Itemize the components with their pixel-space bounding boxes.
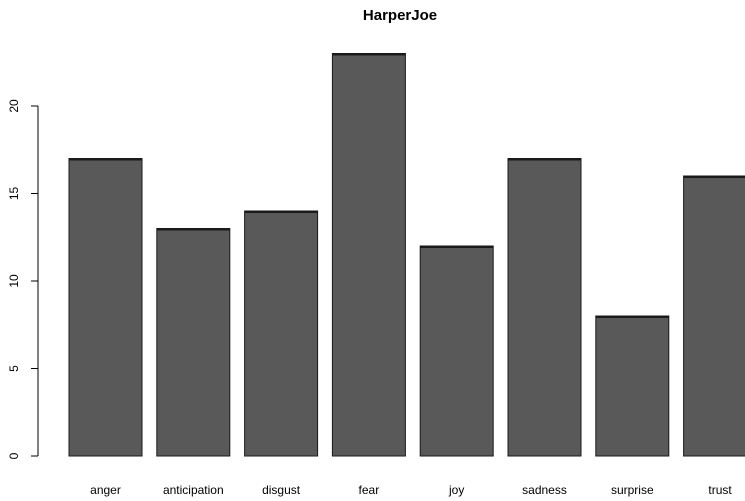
x-axis-labels: anger anticipation disgust fear joy sadness su… xyxy=(90,483,732,497)
bar-trust xyxy=(683,175,745,457)
y-tick-label: 0 xyxy=(7,452,21,459)
bar-joy xyxy=(419,245,494,457)
bar-disgust xyxy=(244,210,319,457)
bar-anticipation xyxy=(156,228,231,457)
y-axis: 0 5 10 15 20 xyxy=(7,99,39,459)
bar-surprise xyxy=(595,315,670,457)
x-category-label: anticipation xyxy=(163,483,224,497)
x-category-label: fear xyxy=(359,483,380,497)
bar-anger xyxy=(68,158,143,457)
bars-group xyxy=(68,53,745,457)
y-tick-label: 5 xyxy=(7,365,21,372)
x-category-label: anger xyxy=(90,483,121,497)
x-category-label: trust xyxy=(708,483,732,497)
chart-title: HarperJoe xyxy=(363,7,437,24)
bar-sadness xyxy=(507,158,582,457)
y-tick-label: 10 xyxy=(7,274,21,288)
y-tick-label: 15 xyxy=(7,187,21,201)
x-category-label: surprise xyxy=(611,483,654,497)
x-category-label: disgust xyxy=(262,483,301,497)
x-category-label: sadness xyxy=(522,483,567,497)
bar-fear xyxy=(331,53,406,457)
x-category-label: joy xyxy=(448,483,464,497)
y-tick-label: 20 xyxy=(7,99,21,113)
